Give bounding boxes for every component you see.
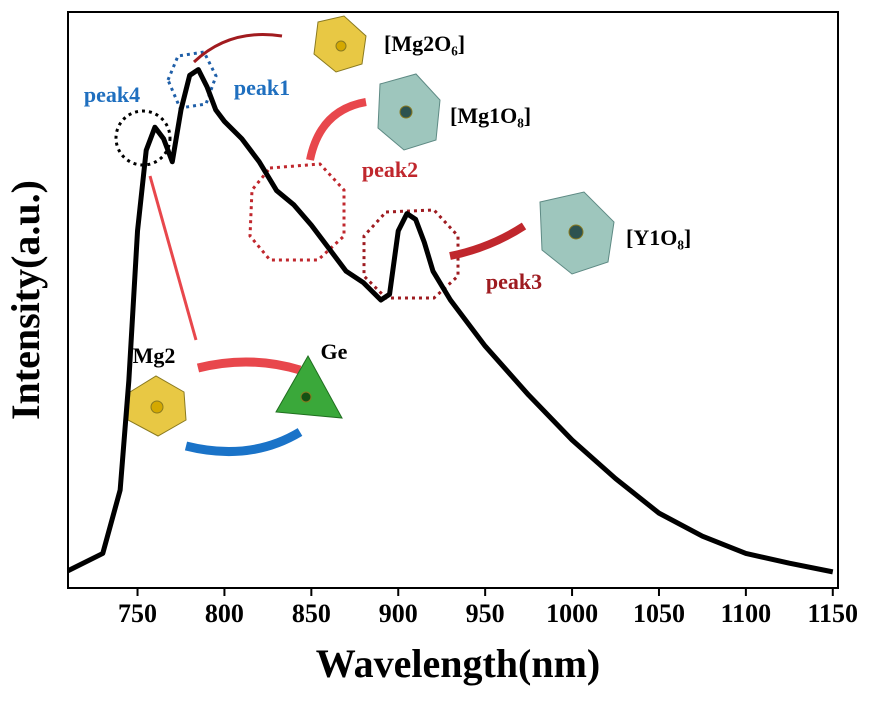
atom xyxy=(301,392,311,402)
annotation: peak2 xyxy=(362,157,418,182)
arrow xyxy=(310,102,366,160)
annotation: peak3 xyxy=(486,269,542,294)
x-tick-label: 900 xyxy=(379,599,418,628)
data-line xyxy=(68,70,833,572)
page: {"chart_data": {"type": "line", "x_label… xyxy=(0,0,879,705)
y-axis-label: Intensity(a.u.) xyxy=(3,180,48,420)
annotation: peak4 xyxy=(84,82,140,107)
x-tick-label: 950 xyxy=(466,599,505,628)
arrow xyxy=(198,362,300,370)
atom xyxy=(400,106,412,118)
arrow xyxy=(150,176,196,340)
atom xyxy=(336,41,346,51)
annotation: [Mg1O₈] xyxy=(450,103,531,128)
arrow xyxy=(450,226,524,256)
x-axis-label: Wavelength(nm) xyxy=(316,641,600,686)
chart: peak4 peak1 peak2 peak3 [Mg2O₆] [Mg1O₈] … xyxy=(0,0,879,700)
annotation: Ge xyxy=(321,339,348,364)
peak1-hexagon xyxy=(168,52,216,108)
annotation: [Y1O₈] xyxy=(626,225,691,250)
annotation: Mg2 xyxy=(133,343,176,368)
x-tick-label: 1150 xyxy=(807,599,858,628)
atom xyxy=(569,225,583,239)
x-tick-label: 1000 xyxy=(546,599,598,628)
x-tick-label: 1100 xyxy=(721,599,772,628)
x-tick-label: 750 xyxy=(118,599,157,628)
x-tick-label: 1050 xyxy=(633,599,685,628)
x-tick-label: 850 xyxy=(292,599,331,628)
atom xyxy=(151,401,163,413)
annotation: peak1 xyxy=(234,75,290,100)
annotation: [Mg2O₆] xyxy=(384,31,465,56)
x-tick-label: 800 xyxy=(205,599,244,628)
arrow xyxy=(186,432,300,452)
